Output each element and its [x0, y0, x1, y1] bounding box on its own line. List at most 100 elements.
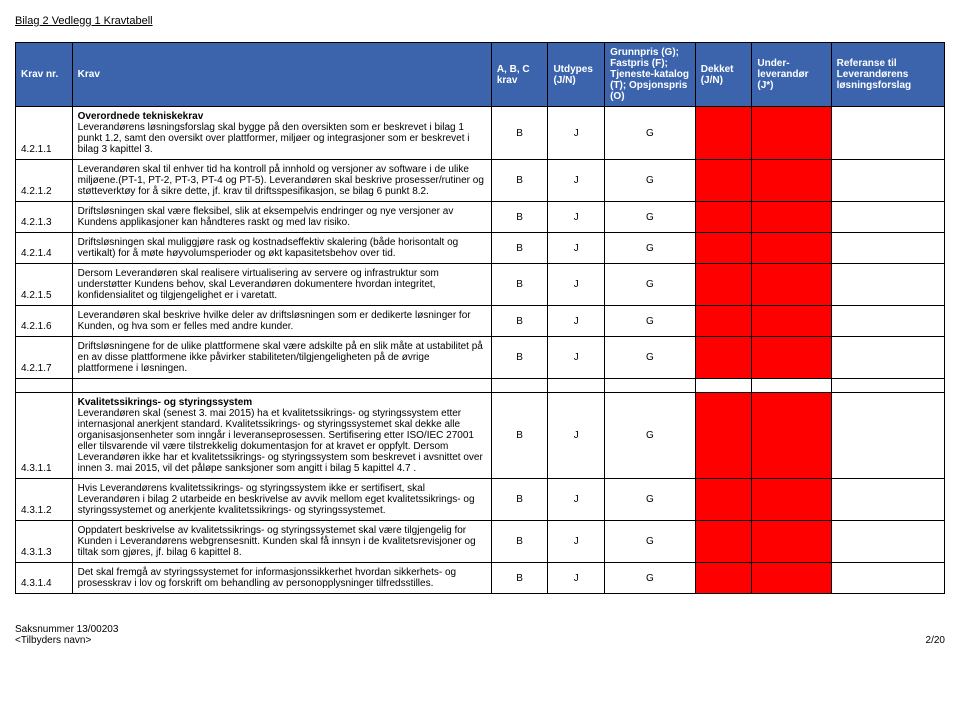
krav-text: Det skal fremgå av styringssystemet for … [72, 563, 491, 594]
cell-abc: B [491, 479, 548, 521]
cell-grunnpris: G [605, 306, 696, 337]
cell-abc: B [491, 107, 548, 160]
cell-referanse [831, 521, 944, 563]
cell-referanse [831, 393, 944, 479]
cell-dekket [695, 160, 752, 202]
krav-nr: 4.3.1.4 [16, 563, 73, 594]
krav-nr: 4.3.1.3 [16, 521, 73, 563]
cell-utdypes: J [548, 233, 605, 264]
cell-underleverandor [752, 160, 831, 202]
krav-nr: 4.2.1.6 [16, 306, 73, 337]
cell-grunnpris: G [605, 202, 696, 233]
cell-dekket [695, 107, 752, 160]
cell-underleverandor [752, 393, 831, 479]
cell-abc: B [491, 202, 548, 233]
cell-dekket [695, 233, 752, 264]
header-abc: A, B, C krav [491, 43, 548, 107]
cell-grunnpris: G [605, 107, 696, 160]
krav-text: Driftsløsningen skal muliggjøre rask og … [72, 233, 491, 264]
krav-text: Dersom Leverandøren skal realisere virtu… [72, 264, 491, 306]
table-row: 4.3.1.1Kvalitetssikrings- og styringssys… [16, 393, 945, 479]
cell-underleverandor [752, 479, 831, 521]
cell-referanse [831, 337, 944, 379]
cell-abc: B [491, 306, 548, 337]
cell-underleverandor [752, 521, 831, 563]
header-krav: Krav [72, 43, 491, 107]
cell-utdypes: J [548, 160, 605, 202]
cell-grunnpris: G [605, 479, 696, 521]
krav-text: Driftsløsningene for de ulike plattforme… [72, 337, 491, 379]
krav-nr: 4.2.1.7 [16, 337, 73, 379]
cell-utdypes: J [548, 202, 605, 233]
cell-underleverandor [752, 107, 831, 160]
cell-utdypes: J [548, 479, 605, 521]
cell-utdypes: J [548, 107, 605, 160]
cell-dekket [695, 264, 752, 306]
cell-referanse [831, 479, 944, 521]
cell-dekket [695, 521, 752, 563]
cell-referanse [831, 264, 944, 306]
krav-nr: 4.2.1.5 [16, 264, 73, 306]
table-row: 4.3.1.3Oppdatert beskrivelse av kvalitet… [16, 521, 945, 563]
page-number: 2/20 [926, 635, 945, 646]
table-row: 4.2.1.7Driftsløsningene for de ulike pla… [16, 337, 945, 379]
cell-referanse [831, 563, 944, 594]
cell-abc: B [491, 521, 548, 563]
table-row: 4.2.1.2Leverandøren skal til enhver tid … [16, 160, 945, 202]
krav-text: Overordnede tekniskekravLeverandørens lø… [72, 107, 491, 160]
krav-nr: 4.2.1.3 [16, 202, 73, 233]
cell-underleverandor [752, 337, 831, 379]
cell-utdypes: J [548, 264, 605, 306]
header-grunnpris: Grunnpris (G); Fastpris (F); Tjeneste-ka… [605, 43, 696, 107]
header-under: Under-leverandør (J*) [752, 43, 831, 107]
cell-abc: B [491, 393, 548, 479]
cell-referanse [831, 160, 944, 202]
cell-underleverandor [752, 264, 831, 306]
cell-referanse [831, 107, 944, 160]
cell-utdypes: J [548, 521, 605, 563]
header-dekket: Dekket (J/N) [695, 43, 752, 107]
krav-nr: 4.2.1.4 [16, 233, 73, 264]
requirements-table: Krav nr. Krav A, B, C krav Utdypes (J/N)… [15, 42, 945, 594]
krav-text: Kvalitetssikrings- og styringssystemLeve… [72, 393, 491, 479]
cell-dekket [695, 393, 752, 479]
table-row: 4.2.1.4Driftsløsningen skal muliggjøre r… [16, 233, 945, 264]
cell-underleverandor [752, 233, 831, 264]
cell-abc: B [491, 264, 548, 306]
cell-grunnpris: G [605, 563, 696, 594]
cell-dekket [695, 479, 752, 521]
table-row: 4.2.1.3Driftsløsningen skal være fleksib… [16, 202, 945, 233]
table-header-row: Krav nr. Krav A, B, C krav Utdypes (J/N)… [16, 43, 945, 107]
krav-nr: 4.3.1.2 [16, 479, 73, 521]
cell-utdypes: J [548, 393, 605, 479]
krav-text: Leverandøren skal til enhver tid ha kont… [72, 160, 491, 202]
cell-underleverandor [752, 202, 831, 233]
cell-abc: B [491, 337, 548, 379]
cell-dekket [695, 337, 752, 379]
header-utdypes: Utdypes (J/N) [548, 43, 605, 107]
cell-utdypes: J [548, 306, 605, 337]
section-title: Overordnede tekniskekrav [78, 111, 486, 122]
cell-abc: B [491, 563, 548, 594]
saksnummer: Saksnummer 13/00203 [15, 624, 118, 635]
krav-text: Oppdatert beskrivelse av kvalitetssikrin… [72, 521, 491, 563]
page-title: Bilag 2 Vedlegg 1 Kravtabell [15, 15, 945, 27]
tilbyder-name: <Tilbyders navn> [15, 635, 118, 646]
krav-nr: 4.2.1.2 [16, 160, 73, 202]
krav-text: Leverandøren skal beskrive hvilke deler … [72, 306, 491, 337]
cell-dekket [695, 563, 752, 594]
cell-grunnpris: G [605, 521, 696, 563]
table-row: 4.3.1.4Det skal fremgå av styringssystem… [16, 563, 945, 594]
cell-referanse [831, 233, 944, 264]
table-row: 4.3.1.2Hvis Leverandørens kvalitetssikri… [16, 479, 945, 521]
cell-dekket [695, 306, 752, 337]
page-footer: Saksnummer 13/00203 <Tilbyders navn> 2/2… [15, 624, 945, 646]
header-kravnr: Krav nr. [16, 43, 73, 107]
cell-dekket [695, 202, 752, 233]
header-ref: Referanse til Leverandørens løsningsfors… [831, 43, 944, 107]
krav-nr: 4.2.1.1 [16, 107, 73, 160]
cell-underleverandor [752, 306, 831, 337]
cell-utdypes: J [548, 337, 605, 379]
cell-grunnpris: G [605, 337, 696, 379]
krav-text: Driftsløsningen skal være fleksibel, sli… [72, 202, 491, 233]
